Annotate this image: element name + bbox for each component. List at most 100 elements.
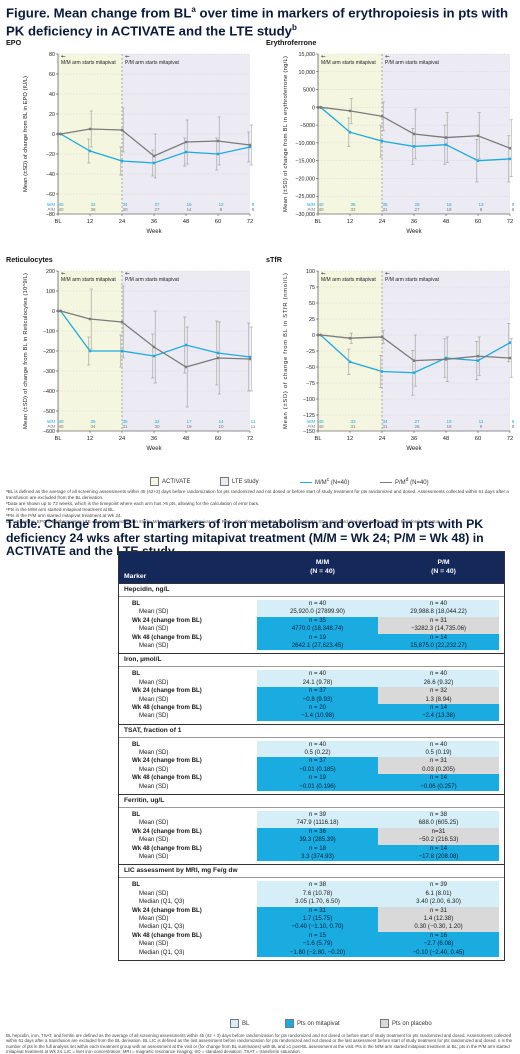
- mm-data-point: [152, 161, 156, 165]
- y-tick-label: 15,000: [299, 52, 316, 58]
- pm-data-point: [216, 356, 220, 360]
- mm-cell: −0.8 (9.93): [257, 695, 378, 704]
- x-tick-label: 72: [247, 436, 253, 442]
- mm-cell: 3.3 (374.93): [257, 852, 378, 862]
- table-row: Median (Q1, Q3) −0.40 (−1.10, 0.70) 0.30 (…: [119, 923, 504, 932]
- row-label: Wk 24 (change from BL): [132, 827, 202, 835]
- row-label: Mean (SD): [139, 625, 169, 633]
- mm-cell: 0.5 (0.22): [257, 749, 378, 758]
- mm-n-value: 40: [318, 419, 324, 424]
- pm-cell: n = 14: [378, 633, 499, 642]
- chart-epo: EPO 80 60 40 20 0 −20 −40 −60 −80 Mean (±SD) of ch…: [6, 38, 255, 235]
- pm-series-line: [58, 310, 251, 368]
- mm-cell: n = 40: [257, 600, 378, 609]
- pm-n-value: 31: [382, 207, 388, 212]
- pm-n-value: 11: [251, 424, 256, 429]
- table-row: Mean (SD) 0.5 (0.22) 0.5 (0.19): [119, 749, 504, 758]
- pm-cell: 1.3 (8.94): [378, 695, 499, 704]
- pm-n-value: 40: [58, 424, 64, 429]
- mm-data-point: [380, 139, 384, 143]
- pm-cell: 1.4 (12.38): [378, 914, 499, 924]
- mm-cell: n = 19: [257, 774, 378, 783]
- pm-data-point: [476, 134, 480, 138]
- row-label: Mean (SD): [139, 836, 169, 844]
- table-row: Mean (SD) 25,920.0 (27899.90) 29,988.8 (18…: [119, 608, 504, 617]
- chart-erythroferrone: Erythroferrone 15,000 10,000 5000 0 −5000 −10,…: [266, 38, 515, 235]
- y-tick-label: 0: [312, 105, 315, 111]
- y-tick-label: 0: [52, 132, 55, 138]
- row-label: Wk 24 (change from BL): [132, 906, 202, 914]
- figure-legend: ACTIVATE LTE study M/Mc (N=40) P/Md (N=4…: [140, 474, 515, 488]
- pm-cell: 15,875.0 (22,232.27): [378, 641, 499, 651]
- row-label: BL: [132, 881, 141, 889]
- mm-data-point: [184, 343, 188, 347]
- pm-n-value: 8: [220, 207, 223, 212]
- pm-n-value: 40: [318, 424, 324, 429]
- table-row: Wk 48 (change from BL) n = 18 n = 14: [119, 844, 504, 853]
- pm-n-value: 9: [480, 424, 483, 429]
- y-axis-label: Mean (±SD) of change from BL in erythrof…: [283, 56, 289, 212]
- table-section: Hepcidin, ng/L BL n = 40 n = 40 Mean (SD) 25,…: [119, 583, 504, 653]
- y-tick-label: 100: [46, 289, 55, 295]
- row-label: Mean (SD): [139, 695, 169, 703]
- chart-stfr: sTfR 100 75 50 25 0 −25 −50 −75 −100 −125 −150 Mean …: [266, 255, 515, 452]
- lte-region: [122, 54, 250, 214]
- row-label: Mean (SD): [139, 765, 169, 773]
- pm-cell: −50.2 (216.53): [378, 836, 499, 845]
- pm-data-point: [152, 154, 156, 158]
- mm-cell: n = 19: [257, 633, 378, 642]
- y-axis-label: Mean (±SD) of change from BL in Reticulo…: [23, 273, 29, 429]
- pm-cell: 0.30 (−0.30, 1.20): [378, 923, 499, 932]
- pm-n-value: 34: [90, 424, 96, 429]
- pm-series-line: [318, 106, 511, 149]
- table-row: Mean (SD) 24.1 (9.78) 26.6 (9.32): [119, 678, 504, 688]
- mm-n-value: 14: [218, 419, 224, 424]
- pm-cell: 688.0 (605.25): [378, 819, 499, 828]
- table-header: Marker M/M (N = 40) P/M (N = 40): [119, 552, 504, 583]
- lte-region: [382, 54, 510, 214]
- pm-data-point: [152, 345, 156, 349]
- table-row: BL n = 40 n = 40: [119, 740, 504, 750]
- y-tick-label: 10,000: [299, 70, 316, 76]
- mm-n-value: 40: [58, 419, 64, 424]
- y-tick-label: 200: [46, 269, 55, 275]
- x-tick-label: 72: [507, 219, 513, 225]
- mm-cell: −1.80 (−2.80, −0.20): [257, 948, 378, 957]
- mm-series-line: [58, 133, 251, 164]
- x-tick-label: BL: [54, 219, 62, 225]
- table-row: Mean (SD) 39.3 (285.39) −50.2 (216.53): [119, 836, 504, 845]
- pm-n-value: 40: [318, 207, 324, 212]
- pm-data-point: [412, 359, 416, 362]
- footnote: BL = Baseline; EPO = Erythropoietin; LTE…: [6, 518, 440, 524]
- y-tick-label: −20,000: [295, 176, 315, 182]
- mm-n-value: 35: [122, 419, 128, 424]
- y-tick-label: −40: [46, 172, 55, 178]
- pm-n-value: 14: [186, 207, 192, 212]
- mm-data-point: [184, 150, 188, 154]
- header-mm: M/M (N = 40): [310, 559, 335, 575]
- mm-n-value: 34: [382, 419, 388, 424]
- iron-metabolism-table: Marker M/M (N = 40) P/M (N = 40) Hepcidin,…: [118, 551, 505, 961]
- mm-data-point: [216, 152, 220, 156]
- mm-data-point: [412, 145, 416, 148]
- table-body: Hepcidin, ng/L BL n = 40 n = 40 Mean (SD) 25,…: [119, 583, 504, 960]
- pm-data-point: [348, 109, 352, 113]
- pm-cell: 29,988.8 (18,044.22): [378, 608, 499, 617]
- mm-cell: 3.05 (1.70, 6.50): [257, 898, 378, 907]
- y-tick-label: −80: [46, 212, 55, 218]
- table-row: Mean (SD) 7.6 (10.78) 6.1 (8.01): [119, 889, 504, 899]
- pm-data-point: [444, 357, 448, 361]
- mm-n-value: 9: [512, 202, 515, 207]
- table-row: Mean (SD) 1.7 (15.75) 1.4 (12.38): [119, 914, 504, 924]
- mm-data-point: [380, 370, 384, 373]
- table-section: Iron, µmol/L BL n = 40 n = 40 Mean (SD) 24.1 …: [119, 653, 504, 723]
- x-tick-label: 72: [507, 436, 513, 442]
- pm-n-value: 30: [154, 424, 160, 429]
- pm-start-annotation: P/M arm starts mitapivat: [125, 277, 180, 283]
- x-tick-label: BL: [314, 219, 322, 225]
- mm-cell: −0.40 (−1.10, 0.70): [257, 923, 378, 932]
- pm-data-point: [184, 365, 188, 369]
- x-tick-label: 12: [347, 219, 353, 225]
- x-tick-label: 12: [87, 219, 93, 225]
- pm-cell: n=31: [378, 827, 499, 837]
